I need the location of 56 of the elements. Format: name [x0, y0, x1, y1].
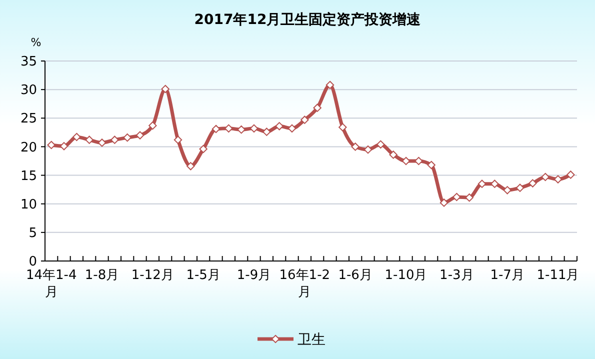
point: [199, 144, 208, 154]
point: [47, 140, 56, 150]
x-tick-label: 1-9月: [236, 268, 272, 283]
point: [541, 172, 550, 182]
point: [174, 136, 182, 144]
x-tick-label: 1-10月: [384, 268, 428, 283]
x-tick-label: 1-8月: [84, 268, 120, 283]
point: [414, 156, 423, 166]
point: [566, 170, 575, 179]
point: [516, 184, 524, 192]
y-tick-label: 20: [20, 140, 37, 156]
point: [376, 140, 385, 149]
point: [528, 179, 537, 188]
x-tick-label: 1-6月: [338, 268, 372, 283]
y-tick-label: 0: [28, 254, 37, 270]
point: [262, 128, 271, 136]
point: [275, 122, 284, 130]
point: [490, 180, 499, 188]
point: [389, 150, 398, 159]
point: [85, 136, 94, 144]
x-tick-label: 16年1-2月: [279, 268, 330, 300]
point: [313, 104, 322, 112]
point: [503, 186, 512, 194]
x-tick-label: 1-12月: [131, 268, 174, 283]
y-tick-label: 30: [20, 83, 37, 98]
point: [72, 132, 81, 142]
point: [452, 192, 461, 202]
chart-title: 2017年12月卫生固定资产投资增速: [194, 11, 422, 28]
point: [465, 193, 474, 202]
point: [186, 162, 195, 170]
point: [326, 80, 334, 90]
x-tick-label: 1-3月: [440, 268, 474, 283]
y-tick-label: 35: [20, 54, 37, 70]
point: [136, 131, 144, 140]
point: [148, 121, 157, 130]
legend-label: 卫生: [298, 332, 326, 348]
point: [224, 124, 233, 133]
point: [300, 116, 309, 124]
point: [351, 142, 360, 151]
x-tick-label: 14年1-4月: [26, 268, 77, 300]
y-tick-label: 10: [20, 197, 37, 212]
point: [123, 133, 132, 142]
point: [440, 198, 448, 207]
point: [237, 125, 246, 134]
point: [427, 160, 436, 170]
point: [161, 84, 170, 94]
point: [338, 123, 347, 132]
y-tick-label: 15: [20, 168, 37, 184]
x-tick-label: 1-5月: [186, 268, 220, 283]
y-tick-label: 25: [20, 112, 37, 127]
x-tick-label: 1-7月: [490, 268, 524, 283]
x-tick-label: 1-11月: [536, 268, 580, 283]
point: [110, 136, 119, 144]
point: [288, 124, 296, 133]
y-axis-title: %: [30, 36, 42, 49]
y-tick-label: 5: [28, 226, 37, 241]
